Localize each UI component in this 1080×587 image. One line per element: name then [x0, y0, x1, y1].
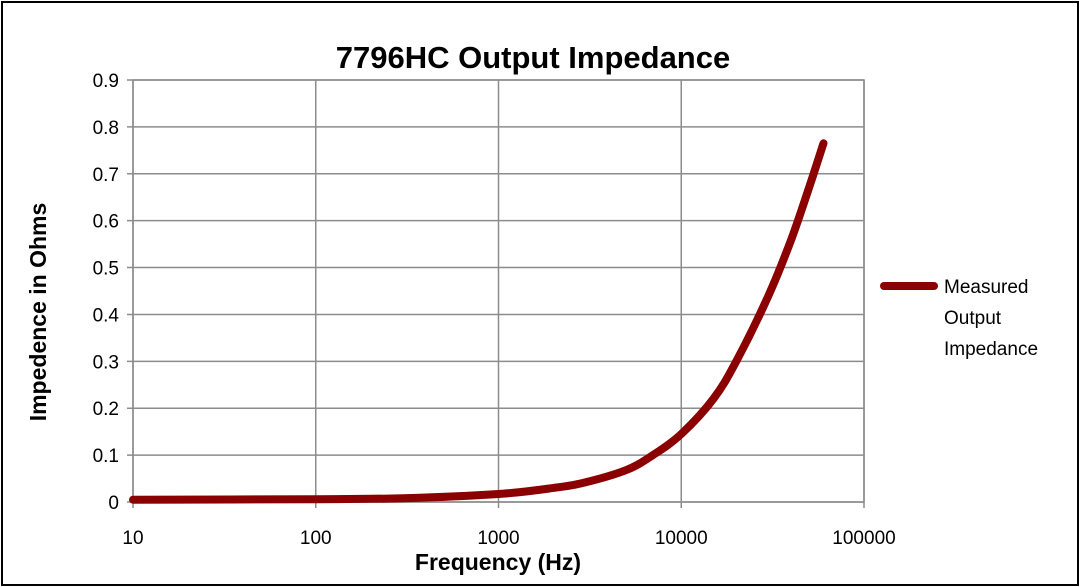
y-tick-label: 0.8	[93, 118, 119, 139]
y-axis-label: Impedence in Ohms	[25, 203, 51, 422]
legend-label: Impedance	[944, 339, 1038, 360]
y-tick-label: 0.3	[93, 352, 119, 373]
x-tick-label: 10000	[655, 528, 708, 549]
y-tick-label: 0.1	[93, 446, 119, 467]
y-tick-label: 0	[108, 493, 119, 514]
series-line	[129, 139, 828, 504]
x-tick-label: 100	[300, 528, 332, 549]
gridlines	[127, 79, 865, 508]
y-tick-label: 0.4	[93, 305, 120, 326]
plot-border	[132, 79, 865, 503]
y-tick-label: 0.9	[93, 71, 119, 92]
y-tick-label: 0.2	[93, 399, 119, 420]
series-group	[129, 139, 828, 504]
chart-title: 7796HC Output Impedance	[336, 40, 730, 75]
legend-label: Measured	[944, 277, 1029, 298]
x-tick-labels: 10 100 1000 10000 100000	[122, 528, 895, 549]
legend-label: Output	[944, 308, 1002, 329]
legend: Measured Output Impedance	[880, 277, 1038, 360]
y-tick-label: 0.5	[93, 259, 119, 280]
x-tick-label: 1000	[477, 528, 519, 549]
y-tick-labels: 0 0.1 0.2 0.3 0.4 0.5 0.6 0.7 0.8 0.9	[93, 71, 120, 514]
x-tick-label: 10	[122, 528, 143, 549]
x-tick-label: 100000	[832, 528, 895, 549]
y-tick-label: 0.6	[93, 212, 119, 233]
y-tick-label: 0.7	[93, 165, 119, 186]
x-axis-label: Frequency (Hz)	[415, 549, 581, 575]
